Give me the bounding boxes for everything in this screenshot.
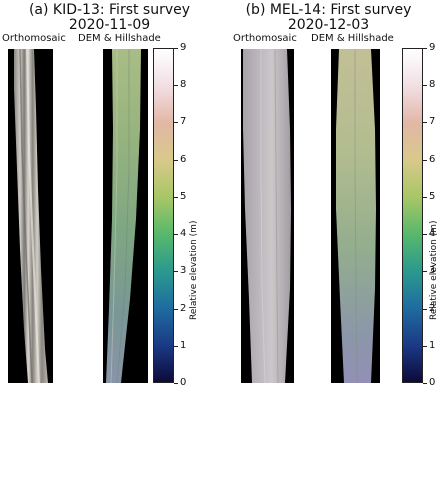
- colorbar-tick-label: 2: [173, 302, 187, 314]
- panel-b-colorbar-label: Relative elevation (m): [429, 220, 438, 320]
- colorbar-tick-label: 0: [173, 377, 187, 388]
- panel-b-ortho-label: Orthomosaic: [233, 33, 297, 44]
- colorbar-tick-label: 8: [173, 79, 187, 91]
- colorbar-tick-label: 7: [422, 116, 436, 128]
- colorbar-tick-label: 9: [422, 42, 436, 53]
- colorbar-tick-label: 5: [422, 190, 436, 202]
- colorbar-tick-label: 3: [173, 265, 187, 277]
- panel-a: (a) KID-13: First survey 2020-11-09 Orth…: [2, 2, 199, 388]
- panel-a-dem-hillshade-image: [103, 49, 148, 383]
- panel-b: (b) MEL-14: First survey 2020-12-03 Orth…: [219, 0, 438, 500]
- panel-b-dem-label: DEM & Hillshade: [311, 33, 394, 44]
- panel-a-colorbar: [153, 48, 174, 383]
- panel-b-dem-hillshade-image: [331, 49, 380, 383]
- colorbar-tick-label: 4: [173, 228, 187, 240]
- colorbar-tick-label: 2: [422, 302, 436, 314]
- panel-b-date: 2020-12-03: [287, 17, 370, 33]
- panel-b-orthomosaic-image: [241, 49, 294, 383]
- panel-a-orthomosaic-image: [8, 49, 53, 383]
- colorbar-tick-label: 7: [173, 116, 187, 128]
- panel-a-ortho-label: Orthomosaic: [2, 33, 66, 44]
- panel-b-colorbar: [402, 48, 423, 383]
- colorbar-tick-label: 8: [422, 79, 436, 91]
- panel-a-date: 2020-11-09: [68, 17, 151, 33]
- colorbar-tick-label: 6: [422, 153, 436, 165]
- colorbar-tick-label: 5: [173, 190, 187, 202]
- colorbar-tick-label: 0: [422, 377, 436, 388]
- panel-b-title: (b) MEL-14: First survey: [245, 2, 412, 18]
- colorbar-tick-label: 9: [173, 42, 187, 53]
- panel-a-title: (a) KID-13: First survey: [28, 2, 191, 18]
- panel-a-dem-label: DEM & Hillshade: [78, 33, 161, 44]
- colorbar-tick-label: 4: [422, 228, 436, 240]
- panel-a-colorbar-label: Relative elevation (m): [189, 220, 199, 320]
- colorbar-tick-label: 1: [422, 339, 436, 351]
- colorbar-tick-label: 1: [173, 339, 187, 351]
- colorbar-tick-label: 6: [173, 153, 187, 165]
- colorbar-tick-label: 3: [422, 265, 436, 277]
